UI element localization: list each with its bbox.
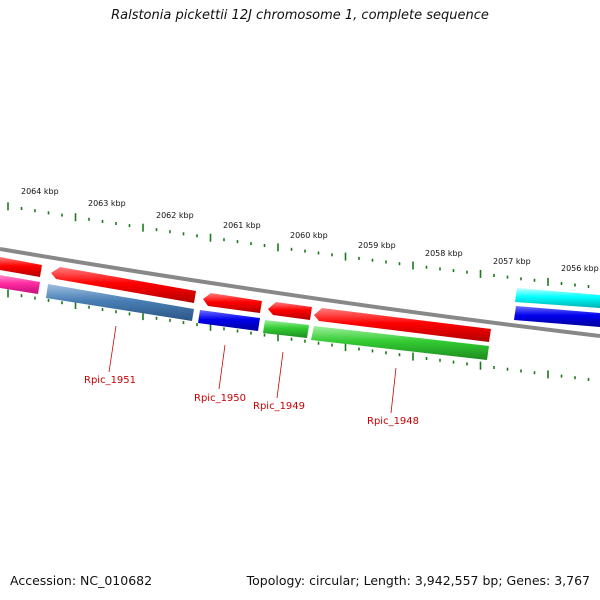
scale-label-2063: 2063 kbp — [88, 199, 126, 208]
scale-label-2057: 2057 kbp — [493, 257, 531, 266]
gene-forward-cyan[interactable] — [515, 288, 600, 308]
gene-reverse-steelblue[interactable] — [46, 284, 194, 321]
scale-label-2060: 2060 kbp — [290, 231, 328, 240]
scale-label-2058: 2058 kbp — [425, 249, 463, 258]
gene-forward-red-1948[interactable] — [314, 308, 491, 342]
gene-reverse-blue-right[interactable] — [514, 306, 600, 327]
scale-label-2064: 2064 kbp — [21, 187, 59, 196]
gene-reverse-green-1949[interactable] — [263, 320, 309, 338]
gene-label-rpic-1950[interactable]: Rpic_1950 — [194, 393, 246, 404]
forward-strand-genes — [0, 257, 600, 342]
reverse-strand-genes — [0, 275, 600, 360]
gene-forward-red-left[interactable] — [0, 257, 42, 277]
gene-label-rpic-1949[interactable]: Rpic_1949 — [253, 401, 305, 412]
scale-labels: 2064 kbp 2063 kbp 2062 kbp 2061 kbp 2060… — [21, 187, 599, 273]
inner-scale-ticks — [7, 289, 590, 381]
topology-text: Topology: circular; Length: 3,942,557 bp… — [246, 573, 590, 588]
gene-reverse-magenta[interactable] — [0, 275, 40, 294]
gene-forward-red-1950[interactable] — [203, 293, 262, 313]
gene-label-leaders — [108, 325, 397, 414]
gene-label-rpic-1951[interactable]: Rpic_1951 — [84, 375, 136, 386]
scale-label-2059: 2059 kbp — [358, 241, 396, 250]
scale-label-2061: 2061 kbp — [223, 221, 261, 230]
map-title: Ralstonia pickettii 12J chromosome 1, co… — [111, 8, 489, 23]
gene-labels: Rpic_1951 Rpic_1950 Rpic_1949 Rpic_1948 — [84, 375, 419, 427]
gene-label-rpic-1948[interactable]: Rpic_1948 — [367, 416, 419, 427]
gene-reverse-green-1948[interactable] — [311, 326, 489, 360]
scale-label-2062: 2062 kbp — [156, 211, 194, 220]
outer-scale-ticks — [7, 202, 590, 288]
gene-forward-red-1949[interactable] — [268, 302, 312, 320]
accession-text: Accession: NC_010682 — [10, 573, 153, 588]
gene-reverse-blue[interactable] — [198, 310, 260, 331]
chromosome-backbone — [0, 247, 600, 338]
gene-forward-red-1951[interactable] — [51, 267, 196, 303]
scale-label-2056: 2056 kbp — [561, 264, 599, 273]
